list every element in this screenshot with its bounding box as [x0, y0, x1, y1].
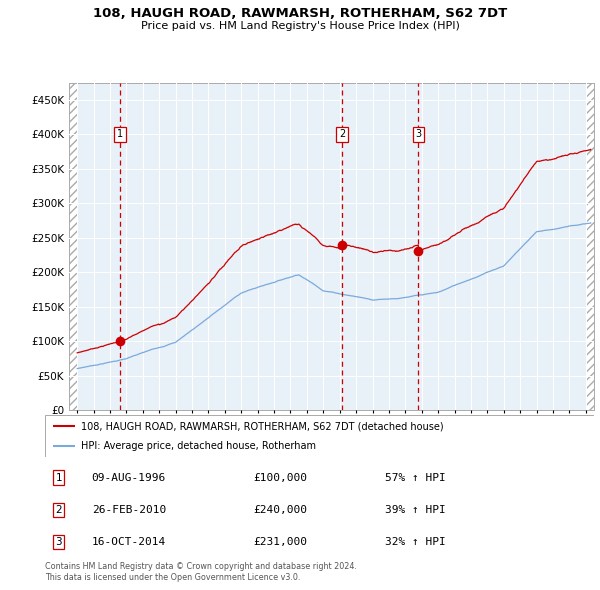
Bar: [69, 83, 77, 410]
Text: 108, HAUGH ROAD, RAWMARSH, ROTHERHAM, S62 7DT: 108, HAUGH ROAD, RAWMARSH, ROTHERHAM, S6…: [93, 7, 507, 20]
Text: This data is licensed under the Open Government Licence v3.0.: This data is licensed under the Open Gov…: [45, 573, 301, 582]
Text: 16-OCT-2014: 16-OCT-2014: [92, 537, 166, 547]
Text: 2: 2: [55, 505, 62, 515]
Text: 3: 3: [415, 129, 421, 139]
Text: £100,000: £100,000: [254, 473, 308, 483]
Text: 2: 2: [339, 129, 346, 139]
Text: 57% ↑ HPI: 57% ↑ HPI: [385, 473, 446, 483]
Text: 1: 1: [117, 129, 123, 139]
Text: 108, HAUGH ROAD, RAWMARSH, ROTHERHAM, S62 7DT (detached house): 108, HAUGH ROAD, RAWMARSH, ROTHERHAM, S6…: [80, 421, 443, 431]
Text: 26-FEB-2010: 26-FEB-2010: [92, 505, 166, 515]
Text: 39% ↑ HPI: 39% ↑ HPI: [385, 505, 446, 515]
Text: £231,000: £231,000: [254, 537, 308, 547]
Text: £240,000: £240,000: [254, 505, 308, 515]
Text: Contains HM Land Registry data © Crown copyright and database right 2024.: Contains HM Land Registry data © Crown c…: [45, 562, 357, 571]
Text: 3: 3: [55, 537, 62, 547]
Text: Price paid vs. HM Land Registry's House Price Index (HPI): Price paid vs. HM Land Registry's House …: [140, 21, 460, 31]
Text: HPI: Average price, detached house, Rotherham: HPI: Average price, detached house, Roth…: [80, 441, 316, 451]
Bar: [586, 83, 594, 410]
Text: 09-AUG-1996: 09-AUG-1996: [92, 473, 166, 483]
Text: 1: 1: [55, 473, 62, 483]
Text: 32% ↑ HPI: 32% ↑ HPI: [385, 537, 446, 547]
FancyBboxPatch shape: [45, 415, 594, 457]
